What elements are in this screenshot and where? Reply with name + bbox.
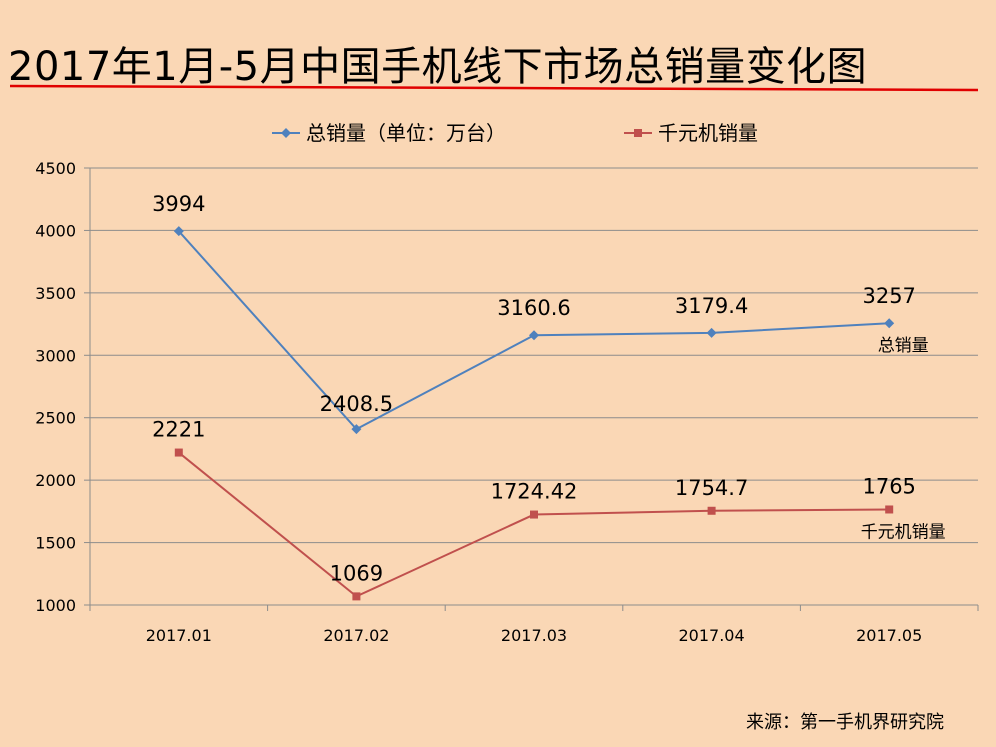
series-end-annotation: 千元机销量 bbox=[861, 522, 946, 542]
legend-swatch-marker bbox=[634, 129, 642, 137]
series-line bbox=[178, 451, 890, 598]
data-point bbox=[174, 448, 183, 457]
x-tick-label: 2017.02 bbox=[323, 626, 389, 645]
y-tick-label: 4500 bbox=[35, 159, 76, 178]
y-tick-label: 3000 bbox=[35, 346, 76, 365]
y-tick-label: 3500 bbox=[35, 284, 76, 303]
series-end-annotation: 总销量 bbox=[878, 336, 929, 356]
y-tick-labels: 1000 1500 2000 2500 3000 3500 4000 4500 bbox=[35, 159, 76, 615]
data-point bbox=[529, 330, 539, 341]
data-point bbox=[352, 592, 361, 601]
x-tick-label: 2017.03 bbox=[501, 626, 567, 645]
data-label: 3179.4 bbox=[675, 294, 748, 318]
data-label: 1069 bbox=[330, 561, 383, 585]
data-point bbox=[351, 424, 362, 435]
data-point bbox=[530, 510, 538, 519]
axes bbox=[84, 167, 979, 611]
x-tick-label: 2017.05 bbox=[856, 626, 922, 645]
legend: 总销量（单位：万台） 千元机销量 bbox=[272, 121, 758, 145]
page-title: 2017年1月-5月中国手机线下市场总销量变化图 bbox=[8, 44, 868, 90]
legend-label: 总销量（单位：万台） bbox=[306, 121, 506, 145]
data-point bbox=[707, 506, 716, 515]
data-label: 1754.7 bbox=[675, 476, 748, 500]
data-label: 2221 bbox=[152, 418, 205, 442]
y-tick-label: 4000 bbox=[35, 221, 76, 240]
data-point bbox=[884, 318, 895, 329]
y-tick-label: 2500 bbox=[35, 409, 76, 428]
series-line bbox=[178, 230, 890, 431]
title-underline bbox=[9, 84, 979, 92]
x-tick-label: 2017.04 bbox=[679, 626, 745, 645]
x-tick-label: 2017.01 bbox=[146, 626, 212, 645]
grid-lines bbox=[90, 167, 978, 606]
line-chart: 1000 1500 2000 2500 3000 3500 4000 4500 2017.01… bbox=[35, 121, 979, 645]
data-label: 3257 bbox=[862, 284, 915, 308]
data-label: 2408.5 bbox=[320, 392, 393, 416]
data-point bbox=[173, 226, 184, 237]
y-tick-label: 1500 bbox=[35, 534, 76, 553]
data-point bbox=[706, 327, 717, 338]
y-tick-label: 1000 bbox=[35, 596, 76, 615]
legend-label: 千元机销量 bbox=[658, 121, 758, 145]
data-point bbox=[885, 505, 894, 514]
x-tick-labels: 2017.01 2017.02 2017.03 2017.04 2017.05 bbox=[146, 626, 923, 645]
series: 3994 2408.5 3160.6 3179.4 3257 总销量 2221 1069 172… bbox=[152, 192, 946, 601]
data-label: 3160.6 bbox=[497, 296, 570, 320]
legend-swatch-marker bbox=[281, 128, 291, 138]
data-label: 1765 bbox=[862, 474, 915, 498]
data-label: 3994 bbox=[152, 192, 205, 216]
source-note: 来源：第一手机界研究院 bbox=[746, 712, 944, 733]
y-tick-label: 2000 bbox=[35, 471, 76, 490]
data-label: 1724.42 bbox=[491, 480, 578, 504]
